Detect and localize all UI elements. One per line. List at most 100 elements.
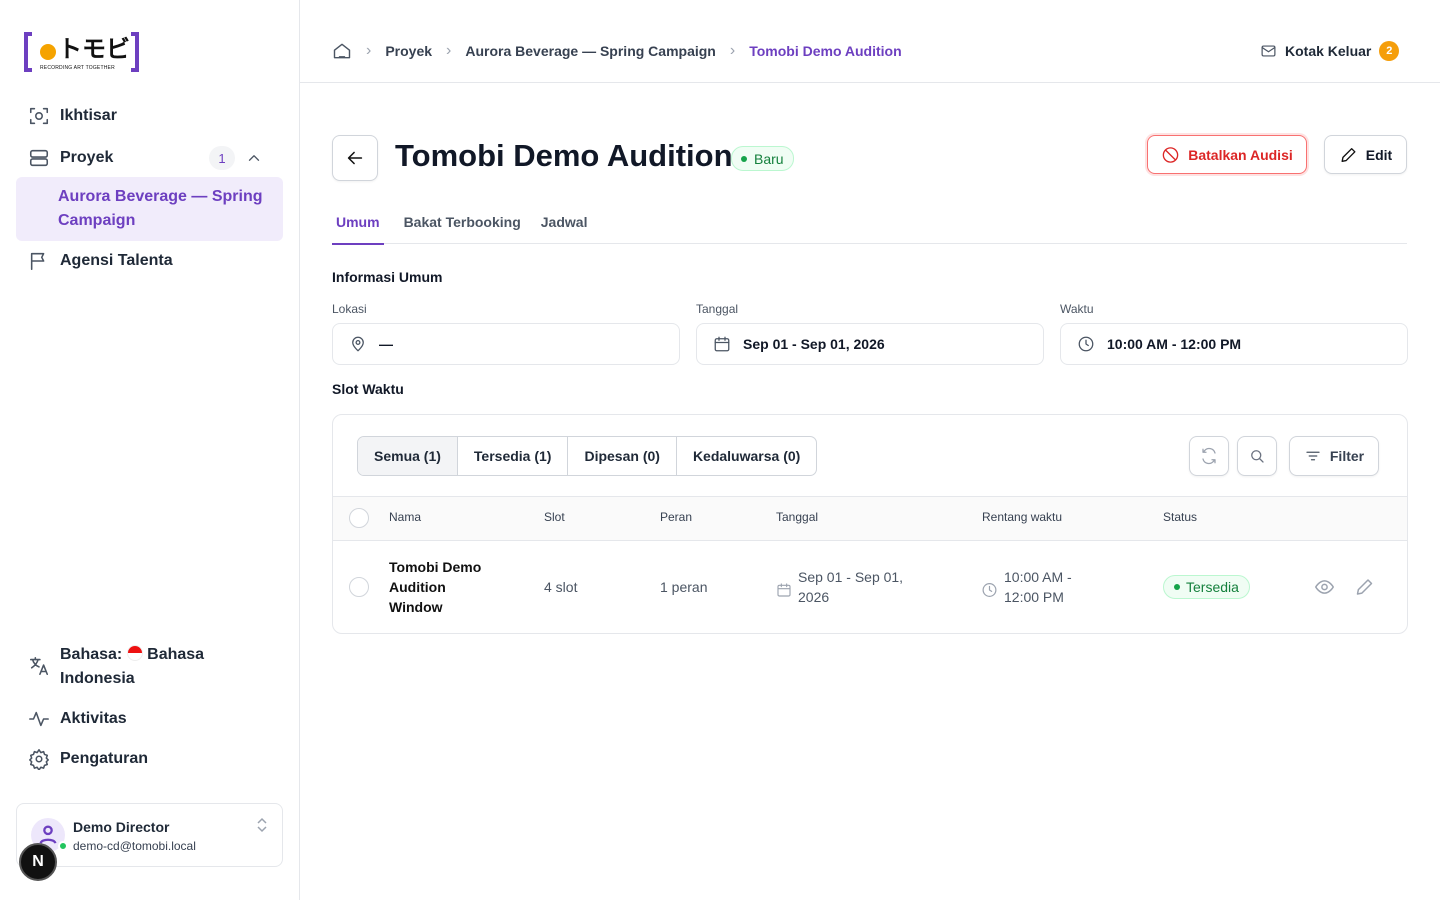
column-header: Tanggal bbox=[776, 510, 819, 524]
filter-button[interactable]: Filter bbox=[1289, 436, 1379, 476]
status-badge: Tersedia bbox=[1163, 575, 1250, 599]
status-text: Baru bbox=[754, 150, 784, 167]
tab[interactable]: Jadwal bbox=[540, 214, 588, 230]
sidebar: トモビ RECORDING ART TOGETHER Ikhtisar Proy… bbox=[0, 0, 300, 900]
cell: 1 peran bbox=[660, 579, 708, 595]
nav-item[interactable]: Aktivitas bbox=[28, 708, 127, 730]
decoration bbox=[30, 252, 45, 271]
breadcrumb-item[interactable]: Proyek bbox=[385, 43, 433, 59]
filter-tab-active[interactable]: Semua (1) bbox=[358, 437, 458, 475]
cell-name: Tomobi Demo Audition Window bbox=[389, 559, 482, 615]
tab[interactable]: Bakat Terbooking bbox=[403, 214, 521, 230]
nav-item[interactable]: Pengaturan bbox=[28, 748, 148, 770]
decoration bbox=[131, 32, 139, 72]
column-header: Peran bbox=[660, 510, 693, 524]
field-label: Lokasi bbox=[332, 302, 367, 316]
refresh-button[interactable] bbox=[1189, 436, 1229, 476]
decoration bbox=[40, 44, 56, 60]
edit-row-button[interactable] bbox=[1354, 576, 1375, 598]
decoration bbox=[248, 155, 260, 161]
decoration bbox=[29, 749, 49, 770]
decoration bbox=[332, 243, 1407, 244]
button-label: Batalkan Audisi bbox=[1188, 146, 1293, 163]
cell: 4 slot bbox=[544, 579, 578, 595]
column-header: Slot bbox=[544, 510, 565, 524]
decoration bbox=[29, 711, 49, 727]
main: › Proyek › Aurora Beverage — Spring Camp… bbox=[300, 0, 1440, 900]
field-value: 10:00 AM - 12:00 PM bbox=[1107, 336, 1242, 352]
field: 10:00 AM - 12:00 PM bbox=[1060, 323, 1408, 365]
filter-tabs: Semua (1) Tersedia (1) Dipesan (0) Kedal… bbox=[357, 436, 818, 476]
outbox-count: 2 bbox=[1379, 41, 1400, 61]
logo-mark: トモビ bbox=[58, 36, 130, 63]
language-value: Bahasa Indonesia bbox=[60, 646, 205, 687]
field: — bbox=[332, 323, 680, 365]
decoration bbox=[1162, 146, 1179, 163]
decoration bbox=[1174, 584, 1180, 590]
decoration bbox=[1306, 451, 1320, 461]
nav-item[interactable]: Agensi Talenta bbox=[28, 250, 173, 272]
view-button[interactable] bbox=[1314, 576, 1335, 598]
decoration bbox=[714, 336, 730, 352]
decoration bbox=[29, 107, 49, 125]
nav-item[interactable]: Proyek 1 bbox=[28, 146, 263, 170]
language-switch[interactable]: Bahasa: Bahasa Indonesia bbox=[28, 643, 230, 691]
logo-tagline: RECORDING ART TOGETHER bbox=[40, 65, 115, 71]
filter-tab[interactable]: Dipesan (0) bbox=[568, 437, 677, 475]
filter-tab[interactable]: Tersedia (1) bbox=[458, 437, 569, 475]
topbar: › Proyek › Aurora Beverage — Spring Camp… bbox=[300, 0, 1440, 83]
checkbox[interactable] bbox=[349, 577, 369, 597]
checkbox[interactable] bbox=[349, 508, 369, 528]
column-header: Status bbox=[1163, 510, 1198, 524]
breadcrumb-item[interactable]: Aurora Beverage — Spring Campaign bbox=[465, 43, 716, 59]
decoration bbox=[352, 336, 364, 352]
user-card[interactable]: Demo Director demo-cd@tomobi.local bbox=[16, 803, 283, 867]
breadcrumb: › Proyek › Aurora Beverage — Spring Camp… bbox=[332, 40, 902, 62]
nav-label: Agensi Talenta bbox=[60, 252, 173, 269]
decoration bbox=[58, 841, 68, 851]
outbox-label: Kotak Keluar bbox=[1285, 43, 1372, 59]
decoration bbox=[29, 149, 49, 167]
cell: 10:00 AM - 12:00 PM bbox=[1004, 569, 1072, 605]
decoration bbox=[24, 32, 32, 72]
cancel-button[interactable]: Batalkan Audisi bbox=[1147, 135, 1307, 174]
back-button[interactable] bbox=[332, 135, 378, 181]
decoration bbox=[333, 43, 351, 59]
column-header: Rentang waktu bbox=[982, 510, 1063, 524]
edit-button[interactable]: Edit bbox=[1324, 135, 1407, 174]
cell: Sep 01 - Sep 01, 2026 bbox=[798, 569, 904, 605]
outbox[interactable]: Kotak Keluar 2 bbox=[1260, 40, 1400, 62]
decoration bbox=[126, 645, 143, 661]
user-name: Demo Director bbox=[73, 819, 170, 835]
decoration: › bbox=[729, 42, 736, 59]
decoration bbox=[1261, 45, 1276, 57]
filter-tab[interactable]: Kedaluwarsa (0) bbox=[692, 448, 801, 464]
decoration bbox=[257, 817, 267, 833]
decoration bbox=[333, 496, 1407, 541]
button-label: Filter bbox=[1329, 448, 1365, 464]
field-label: Tanggal bbox=[696, 302, 739, 316]
field-value: — bbox=[379, 336, 393, 352]
dev-badge[interactable]: N bbox=[19, 843, 57, 881]
slots-card: Semua (1) Tersedia (1) Dipesan (0) Kedal… bbox=[332, 414, 1408, 634]
decoration bbox=[1341, 147, 1356, 162]
decoration: Bahasa: Bahasa Indonesia bbox=[60, 643, 230, 691]
count-badge: 1 bbox=[209, 146, 235, 170]
tabs: Umum Bakat Terbooking Jadwal bbox=[332, 214, 587, 245]
status-badge: Baru bbox=[731, 146, 794, 171]
nav-item[interactable]: Ikhtisar bbox=[28, 105, 117, 127]
field-label: Waktu bbox=[1060, 302, 1094, 316]
decoration bbox=[1251, 450, 1264, 463]
active-project[interactable]: Aurora Beverage — Spring Campaign bbox=[16, 177, 283, 241]
decoration: › bbox=[446, 42, 452, 59]
field-value: Sep 01 - Sep 01, 2026 bbox=[743, 336, 885, 352]
section-heading: Informasi Umum bbox=[332, 269, 443, 285]
decoration bbox=[982, 583, 997, 597]
logo[interactable]: トモビ RECORDING ART TOGETHER bbox=[24, 32, 139, 72]
decoration bbox=[347, 151, 363, 165]
decoration bbox=[741, 155, 747, 162]
page-title: Tomobi Demo Audition bbox=[395, 138, 733, 173]
tab-active[interactable]: Umum bbox=[332, 214, 384, 245]
search-button[interactable] bbox=[1237, 436, 1277, 476]
